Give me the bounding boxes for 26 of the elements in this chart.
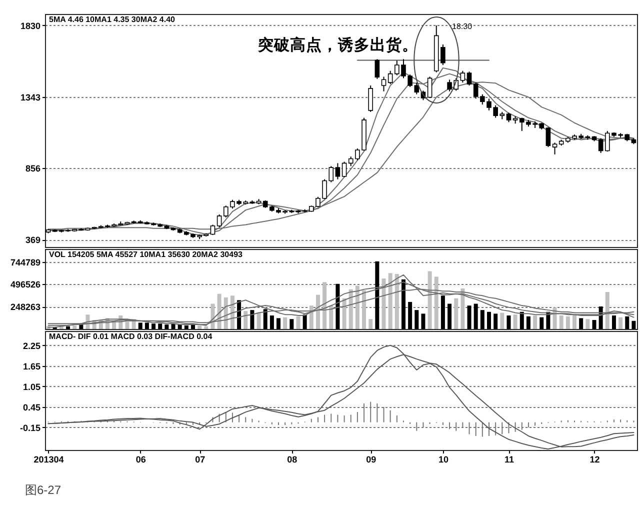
x-tick-label: 06 <box>136 454 146 464</box>
x-tick-label: 09 <box>366 454 376 464</box>
y-tick-label: 856 <box>25 164 40 174</box>
annotation: 5MA 4.46 10MA1 4.35 30MA2 4.40 <box>49 15 176 24</box>
y-tick-label: -0.15 <box>20 422 40 433</box>
x-tick-label: 08 <box>287 454 298 464</box>
y-tick-label: 1343 <box>20 92 40 102</box>
annotation: MACD- DIF 0.01 MACD 0.03 DIF-MACD 0.04 <box>49 332 213 341</box>
annotation: 18.30 <box>452 22 473 31</box>
y-tick-label: 1.65 <box>22 361 40 372</box>
annotation: 突破高点，诱多出货。 <box>257 35 418 54</box>
y-tick-label: 2.25 <box>22 340 40 351</box>
x-tick-label: 12 <box>590 454 600 464</box>
y-tick-label: 369 <box>25 235 40 246</box>
y-tick-label: 1830 <box>20 20 40 31</box>
y-tick-label: 0.45 <box>22 402 40 412</box>
x-tick-label: 10 <box>438 454 448 464</box>
y-tick-label: 248263 <box>10 302 40 312</box>
y-tick-label: 744789 <box>10 257 40 268</box>
caption: 图6-27 <box>25 483 62 497</box>
x-tick-label: 11 <box>504 454 514 464</box>
x-tick-label: 07 <box>195 454 206 464</box>
y-tick-label: 1.05 <box>22 382 40 392</box>
x-tick-label: 201304 <box>34 454 64 464</box>
y-tick-label: 496526 <box>10 280 40 290</box>
annotation: VOL 154205 5MA 45527 10MA1 35630 20MA2 30493 <box>49 250 244 259</box>
